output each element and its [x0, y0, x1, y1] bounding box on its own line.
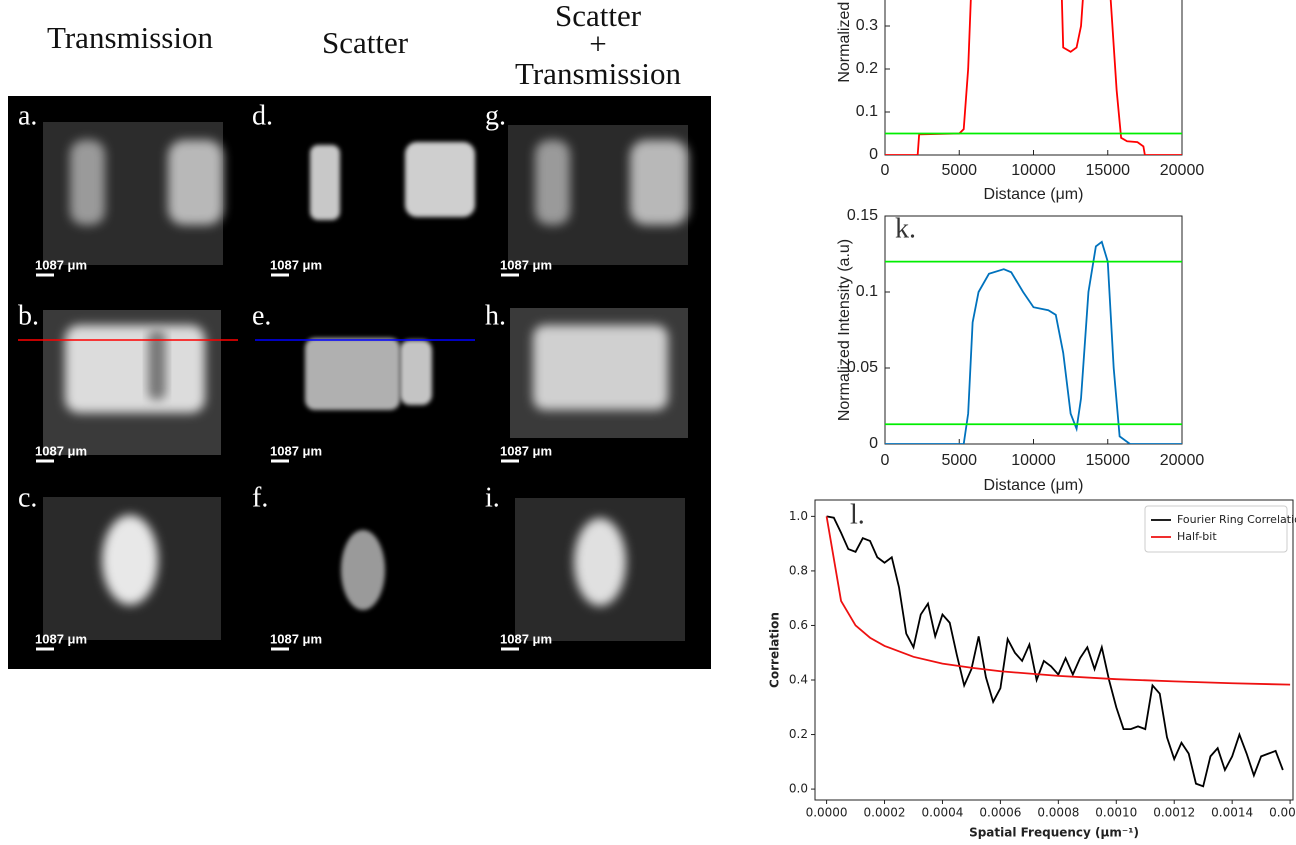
legend-label: Half-bit [1177, 530, 1217, 543]
chart: 0 0.05 0.1 0.15 0 5000 10000 15000 20000 Distance… [836, 207, 1204, 494]
panel-label: k. [895, 213, 916, 244]
scale-label: 1087 μm [270, 631, 322, 646]
column-header: Transmission [515, 56, 681, 91]
image-blob [574, 518, 626, 606]
x-tick-label: 0.0006 [979, 806, 1021, 820]
image-blob [168, 140, 223, 225]
image-blob [535, 140, 570, 225]
x-tick-label: 5000 [941, 452, 977, 469]
y-tick-label: 0.8 [789, 563, 808, 577]
data-line [885, 0, 1182, 155]
x-tick-label: 0.0002 [864, 806, 906, 820]
y-tick-label: 0 [869, 435, 878, 452]
column-header: Scatter [322, 25, 409, 60]
y-axis-label: Normalized Intensity (a.u) [836, 0, 853, 83]
y-tick-label: 0.1 [856, 103, 878, 120]
image-blob [305, 338, 400, 410]
x-tick-label: 0.0004 [921, 806, 963, 820]
panel-label: d. [252, 100, 273, 131]
y-tick-label: 0.05 [847, 359, 878, 376]
column-header: Scatter [555, 0, 642, 33]
x-axis-label: Distance (μm) [984, 477, 1084, 494]
panel-label: g. [485, 100, 506, 131]
column-header: + [589, 26, 606, 61]
panel-label: b. [18, 300, 39, 331]
data-line [826, 515, 1284, 788]
y-tick-label: 0.6 [789, 618, 808, 632]
image-blob [65, 325, 205, 413]
scale-label: 1087 μm [35, 631, 87, 646]
scale-label: 1087 μm [35, 257, 87, 272]
image-blob [405, 142, 475, 217]
y-tick-label: 0.2 [856, 60, 878, 77]
scale-label: 1087 μm [270, 257, 322, 272]
x-tick-label: 0.0008 [1037, 806, 1079, 820]
y-axis-label: Correlation [768, 612, 782, 688]
panel-label: e. [252, 300, 271, 331]
x-tick-label: 15000 [1086, 452, 1131, 469]
y-tick-label: 0.1 [856, 283, 878, 300]
y-tick-label: 0.4 [789, 673, 808, 687]
plot-frame [814, 499, 1294, 801]
column-header: Transmission [47, 20, 213, 55]
plot-frame [884, 215, 1183, 445]
scale-label: 1087 μm [500, 631, 552, 646]
chart: 0 0.1 0.2 0.3 0 5000 10000 15000 20000 Distance (… [836, 0, 1204, 203]
panel-label: f. [252, 482, 268, 513]
plot-frame [884, 0, 1183, 156]
panel-label: c. [18, 482, 37, 513]
x-tick-label: 0.0016 [1269, 806, 1296, 820]
image-blob [400, 340, 432, 405]
images [43, 122, 688, 641]
scale-label: 1087 μm [500, 443, 552, 458]
y-tick-label: 0.3 [856, 17, 878, 34]
x-tick-label: 0.0010 [1095, 806, 1137, 820]
image-blob [102, 515, 158, 605]
x-tick-label: 20000 [1160, 452, 1205, 469]
image-blob [341, 530, 385, 610]
x-tick-label: 0.0000 [806, 806, 848, 820]
x-tick-label: 20000 [1160, 162, 1205, 179]
column-headers: Transmission Scatter Scatter + Transmiss… [47, 0, 681, 91]
scale-label: 1087 μm [35, 443, 87, 458]
x-tick-label: 5000 [941, 162, 977, 179]
x-tick-label: 15000 [1086, 162, 1131, 179]
legend-label: Fourier Ring Correlation [1177, 513, 1296, 526]
data-line [825, 516, 1291, 686]
x-tick-label: 0.0012 [1153, 806, 1195, 820]
panel-label: l. [850, 499, 865, 530]
y-tick-label: 1.0 [789, 509, 808, 523]
panel-label: a. [18, 100, 37, 131]
x-axis-label: Spatial Frequency (μm⁻¹) [969, 826, 1139, 840]
legend-box [1144, 505, 1288, 553]
image-blob [630, 140, 688, 225]
image-blob [533, 325, 668, 410]
y-tick-label: 0.0 [789, 782, 808, 796]
panel-label: i. [485, 482, 500, 513]
y-tick-label: 0 [869, 146, 878, 163]
x-tick-label: 0 [881, 452, 890, 469]
x-axis-label: Distance (μm) [984, 186, 1084, 203]
y-axis-label: Normalized Intensity (a.u) [836, 239, 853, 421]
y-tick-label: 0.15 [847, 207, 878, 224]
scale-label: 1087 μm [270, 443, 322, 458]
y-tick-label: 0.2 [789, 727, 808, 741]
x-tick-label: 0 [881, 162, 890, 179]
image-blob [148, 330, 166, 400]
x-tick-label: 0.0014 [1211, 806, 1253, 820]
scale-label: 1087 μm [500, 257, 552, 272]
image-blob [310, 145, 340, 220]
image-blob [70, 140, 105, 225]
panel-label: h. [485, 300, 506, 331]
x-tick-label: 10000 [1011, 452, 1056, 469]
chart: 0.0 0.2 0.4 0.6 0.8 1.0 0.0000 0.0002 0.0004 0.00… [768, 499, 1296, 839]
x-tick-label: 10000 [1011, 162, 1056, 179]
data-line [885, 240, 1182, 444]
